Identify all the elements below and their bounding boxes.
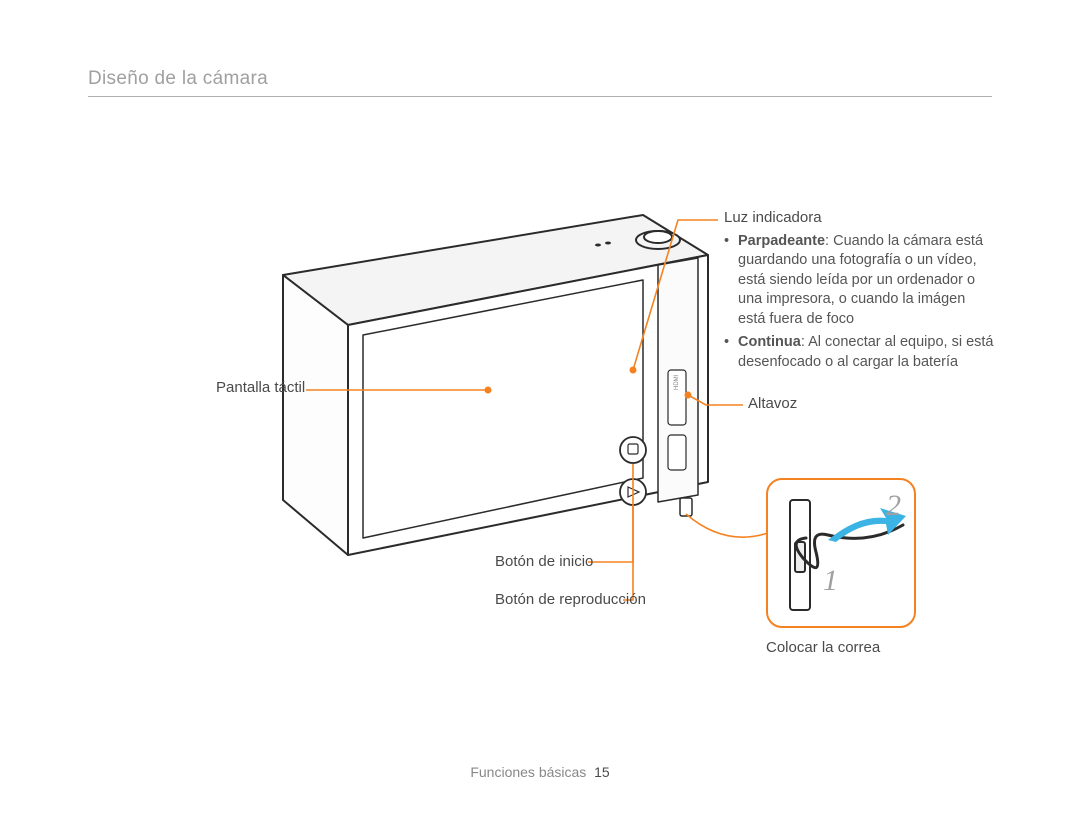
indicator-light-bullets: Parpadeante: Cuando la cámara está guard… [724, 232, 994, 373]
label-attach-strap-text: Colocar la correa [766, 639, 880, 656]
page-title: Diseño de la cámara [88, 68, 992, 90]
label-home-button: Botón de inicio [495, 552, 593, 572]
label-touchscreen-text: Pantalla táctil [216, 379, 305, 396]
strap-step-1: 1 [823, 564, 838, 597]
svg-text:HDMI: HDMI [674, 374, 680, 390]
footer-page-number: 15 [594, 764, 610, 780]
bullet-blinking: Parpadeante: Cuando la cámara está guard… [724, 232, 994, 330]
label-speaker: Altavoz [748, 394, 797, 414]
label-indicator-light: Luz indicadora [724, 208, 994, 228]
strap-inset-svg: 1 2 [768, 480, 918, 630]
label-speaker-text: Altavoz [748, 395, 797, 412]
label-home-button-text: Botón de inicio [495, 553, 593, 570]
footer-text: Funciones básicas [470, 764, 586, 780]
label-indicator-light-block: Luz indicadora Parpadeante: Cuando la cá… [724, 208, 994, 376]
page-footer: Funciones básicas 15 [0, 764, 1080, 780]
page-header: Diseño de la cámara [88, 68, 992, 97]
strap-inset: 1 2 [766, 478, 916, 628]
bullet-steady: Continua: Al conectar al equipo, si está… [724, 333, 994, 372]
bullet-steady-label: Continua [738, 334, 801, 350]
diagram-area: HDMI Pantalla táctil Botó [88, 100, 992, 735]
label-playback-button-text: Botón de reproducción [495, 591, 646, 608]
label-touchscreen: Pantalla táctil [216, 378, 305, 398]
label-playback-button: Botón de reproducción [495, 590, 646, 610]
label-attach-strap: Colocar la correa [766, 638, 880, 658]
bullet-blinking-label: Parpadeante [738, 233, 825, 249]
strap-step-2: 2 [886, 489, 901, 522]
